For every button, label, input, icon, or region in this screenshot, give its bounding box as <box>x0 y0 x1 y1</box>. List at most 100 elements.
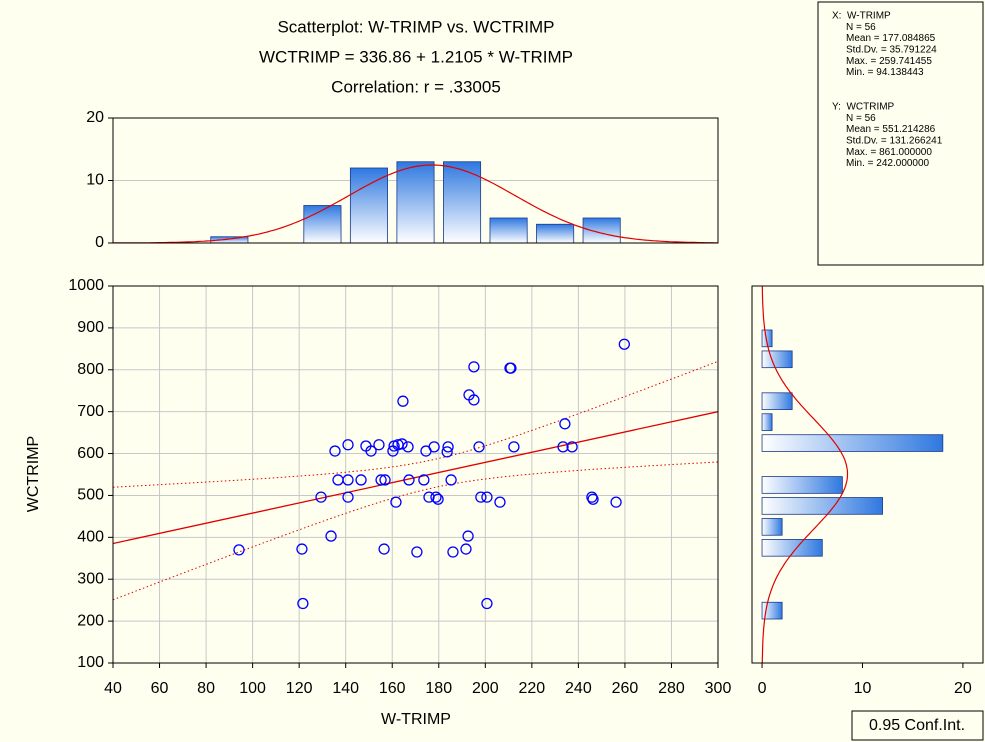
y-tick-label: 500 <box>77 487 104 504</box>
stats-line: Min. = 94.138443 <box>846 67 924 78</box>
point <box>402 441 414 453</box>
point <box>430 491 442 503</box>
point <box>375 474 387 486</box>
point <box>342 439 354 451</box>
point <box>365 445 377 457</box>
point <box>618 338 630 350</box>
regression-line <box>113 411 718 545</box>
y-tick-label: 700 <box>77 403 104 420</box>
plot-area <box>752 286 983 663</box>
point <box>473 441 485 453</box>
point <box>447 546 459 558</box>
point <box>342 474 354 486</box>
plot-frame <box>751 285 984 664</box>
y-tick-label: 400 <box>77 529 104 546</box>
bar <box>303 205 342 244</box>
point <box>379 474 391 486</box>
point <box>342 491 354 503</box>
x-tick-label: 60 <box>151 680 169 697</box>
legend-box <box>851 710 984 741</box>
point <box>462 530 474 542</box>
normal-curve <box>761 286 849 663</box>
x-tick-label: 160 <box>379 680 406 697</box>
y-tick-label: 1000 <box>68 277 104 294</box>
y-tick-label: 300 <box>77 570 104 587</box>
x-tick-label: 240 <box>565 680 592 697</box>
point <box>566 441 578 453</box>
x-tick-label: 300 <box>705 680 732 697</box>
point <box>441 446 453 458</box>
x-tick-label: 10 <box>854 680 872 697</box>
stats-line: Mean = 177.084865 <box>846 33 936 44</box>
stats-line: N = 56 <box>846 22 876 33</box>
x-tick-label: 20 <box>954 680 972 697</box>
y-tick-label: 10 <box>86 172 104 189</box>
stats-line: Std.Dv. = 35.791224 <box>846 45 937 56</box>
bar <box>349 167 388 244</box>
point <box>296 543 308 555</box>
point <box>418 474 430 486</box>
bar <box>761 350 793 369</box>
y-tick-label: 600 <box>77 445 104 462</box>
point <box>475 491 487 503</box>
point <box>355 474 367 486</box>
stats-line: Max. = 861.000000 <box>846 147 932 158</box>
confidence-band <box>113 360 718 488</box>
x-axis-label: W-TRIMP <box>381 711 451 728</box>
y-axis-label: WCTRIMP <box>25 436 42 512</box>
bar <box>761 518 783 536</box>
point <box>329 445 341 457</box>
stats-line: Std.Dv. = 131.266241 <box>846 136 943 147</box>
point <box>468 394 480 406</box>
x-tick-label: 40 <box>104 680 122 697</box>
stats-line: Y: WCTRIMP <box>832 102 895 113</box>
point <box>297 597 309 610</box>
point <box>325 530 337 542</box>
bar <box>761 434 944 452</box>
plot-area <box>113 286 718 663</box>
y-tick-label: 800 <box>77 361 104 378</box>
point <box>233 544 245 556</box>
stats-line: Mean = 551.214286 <box>846 124 936 135</box>
correlation: Correlation: r = .33005 <box>331 77 501 96</box>
confidence-band <box>113 461 718 601</box>
point <box>403 474 415 486</box>
point <box>315 491 327 503</box>
y-tick-label: 20 <box>86 109 104 126</box>
x-tick-label: 220 <box>518 680 545 697</box>
x-tick-label: 140 <box>332 680 359 697</box>
bar <box>489 217 528 244</box>
point <box>494 496 506 508</box>
stats-line: Min. = 242.000000 <box>846 158 930 169</box>
x-tick-label: 260 <box>612 680 639 697</box>
point <box>428 441 440 453</box>
point <box>557 441 569 453</box>
bar <box>536 223 575 244</box>
stats-line: X: W-TRIMP <box>832 11 891 22</box>
plot-frame <box>112 117 719 244</box>
point <box>445 474 457 486</box>
x-tick-label: 100 <box>239 680 266 697</box>
bar <box>761 392 793 410</box>
bar <box>443 161 482 244</box>
point <box>442 441 454 453</box>
y-tick-label: 0 <box>95 234 104 251</box>
y-tick-label: 200 <box>77 612 104 629</box>
point <box>587 493 599 505</box>
point <box>508 441 520 453</box>
normal-curve <box>113 164 718 244</box>
bar <box>761 476 843 494</box>
x-tick-label: 0 <box>758 680 767 697</box>
x-tick-label: 180 <box>425 680 452 697</box>
point <box>373 439 385 451</box>
bar <box>761 329 773 348</box>
stats-line: Max. = 259.741455 <box>846 56 932 67</box>
x-tick-label: 200 <box>472 680 499 697</box>
y-tick-label: 900 <box>77 319 104 336</box>
bar <box>761 539 823 557</box>
equation: WCTRIMP = 336.86 + 1.2105 * W-TRIMP <box>259 47 573 66</box>
point <box>396 438 408 450</box>
point <box>505 362 517 374</box>
point <box>610 496 622 508</box>
